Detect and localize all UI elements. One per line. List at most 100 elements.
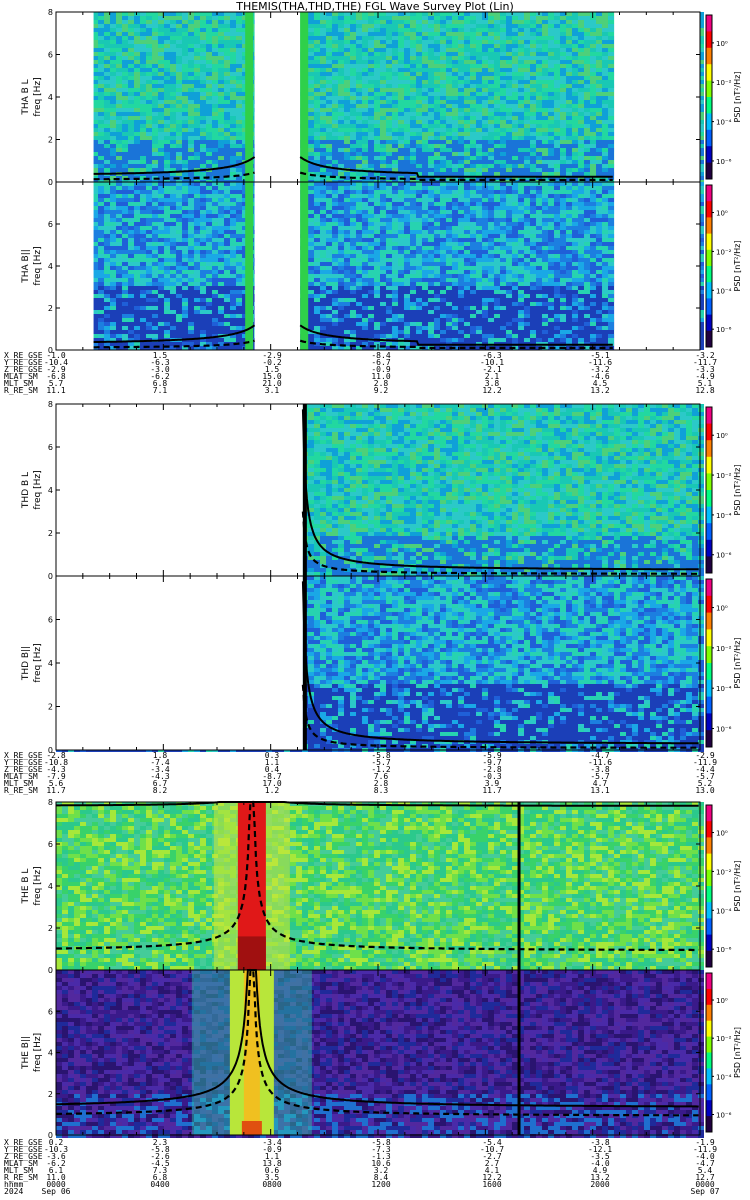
y-tick-label: 6 <box>48 51 53 60</box>
ephemeris-value: -10.1 <box>480 359 504 367</box>
the-ephemeris-table: X_RE_GSE 0.2 2.3 -3.4 -5.8 -5.4 -3.8 -1.9 Y_RE_G… <box>0 1139 750 1196</box>
colorbar-label: PSD [nT²/Hz] <box>733 241 742 292</box>
ephemeris-value: 2.8 <box>374 780 388 788</box>
ephemeris-value: 0000 <box>46 1181 65 1189</box>
ephemeris-value: 7.3 <box>153 1167 167 1175</box>
colorbar-tick-label: 10⁻² <box>716 79 732 87</box>
ephemeris-value: Sep 06 <box>42 1188 71 1196</box>
ephemeris-value: -3.8 <box>590 766 609 774</box>
ephemeris-row: Y_RE_GSE -10.3 -5.8 -0.9 -7.3 -10.7 -12.1 -11.9 <box>0 1146 750 1154</box>
ephemeris-label: X_RE_GSE <box>4 352 43 360</box>
ephemeris-value: 1.2 <box>265 787 279 795</box>
ephemeris-value: -10.8 <box>44 759 68 767</box>
ephemeris-value: -3.4 <box>262 1139 281 1147</box>
y-tick-label: 2 <box>48 136 53 145</box>
ephemeris-row: MLAT_SM -6.8 -6.2 15.0 11.0 2.1 -4.6 -4.9 <box>0 373 750 381</box>
harmonic-curve <box>299 171 613 181</box>
ephemeris-value: 2.1 <box>485 373 499 381</box>
ephemeris-value: -8.4 <box>371 352 390 360</box>
ephemeris-value: -6.7 <box>371 359 390 367</box>
page-title: THEMIS(THA,THD,THE) FGL Wave Survey Plot… <box>0 1 750 13</box>
data-gap <box>56 12 94 182</box>
ephemeris-value: 13.0 <box>695 787 714 795</box>
tha-ephemeris-table: X_RE_GSE -1.0 1.5 -2.9 -8.4 -6.3 -5.1 -3.2 Y_RE_… <box>0 352 750 395</box>
ephemeris-value: -2.6 <box>150 1153 169 1161</box>
ephemeris-row: hhmm 0000 0400 0800 1200 1600 2000 0000 <box>0 1181 750 1189</box>
ephemeris-value: 13.2 <box>590 1174 609 1182</box>
y-axis-label: THD B|| <box>21 646 31 681</box>
data-gap <box>614 12 700 182</box>
ephemeris-value: -6.8 <box>46 373 65 381</box>
ephemeris-value: 6.8 <box>153 1174 167 1182</box>
data-gap <box>254 182 301 350</box>
ephemeris-value: 0000 <box>695 1181 714 1189</box>
harmonic-curve <box>93 339 255 349</box>
ephemeris-value: 13.2 <box>590 387 609 395</box>
y-tick-label: 2 <box>48 1090 53 1099</box>
ephemeris-value: -4.3 <box>46 766 65 774</box>
ephemeris-value: -11.9 <box>693 1146 717 1154</box>
ephemeris-value: 4.9 <box>593 1167 607 1175</box>
colorbar-tick-label: 10⁻² <box>716 248 732 256</box>
ephemeris-row: Z_RE_GSE -4.3 -3.4 0.4 -1.2 -2.8 -3.8 -4.4 <box>0 766 750 774</box>
y-axis-label: freq [Hz] <box>33 643 43 682</box>
colorbar-tick-label: 10⁻² <box>716 645 732 653</box>
ephemeris-row: Z_RE_GSE -3.6 -2.6 1.1 -1.3 -2.7 -3.5 -4.0 <box>0 1153 750 1161</box>
ephemeris-label: hhmm <box>4 1181 23 1189</box>
y-tick-label: 4 <box>48 486 53 495</box>
harmonic-curve <box>301 511 699 575</box>
y-tick-label: 4 <box>48 262 53 271</box>
ephemeris-value: -2.1 <box>482 366 501 374</box>
ephemeris-value: -6.3 <box>482 352 501 360</box>
colorbar: 10⁰ 10⁻² 10⁻⁴ 10⁻⁶ PSD [nT²/Hz] <box>705 406 742 574</box>
ephemeris-label: Z_RE_GSE <box>4 766 43 774</box>
cyclotron-frequency-curve <box>301 581 699 745</box>
data-gap <box>614 182 700 350</box>
y-tick-label: 6 <box>48 616 53 625</box>
y-tick-label: 2 <box>48 529 53 538</box>
y-tick-label: 4 <box>48 93 53 102</box>
colorbar-tick-label: 10⁻² <box>716 472 732 480</box>
ephemeris-value: 7.6 <box>374 773 388 781</box>
ephemeris-value: -2.8 <box>482 766 501 774</box>
ephemeris-value: 3.5 <box>265 1174 279 1182</box>
colorbar-tick-label: 10⁻⁶ <box>716 946 732 954</box>
data-gap <box>56 182 94 350</box>
y-tick-label: 6 <box>48 1007 53 1016</box>
y-axis-label: freq [Hz] <box>33 1033 43 1072</box>
ephemeris-value: -5.7 <box>590 773 609 781</box>
y-tick-label: 2 <box>48 304 53 313</box>
ephemeris-row: MLAT_SM -6.2 -4.5 13.8 10.6 2.7 -4.0 -4.7 <box>0 1160 750 1168</box>
ephemeris-value: 12.2 <box>482 387 501 395</box>
ephemeris-value: -0.2 <box>262 359 281 367</box>
ephemeris-value: 1.5 <box>153 352 167 360</box>
y-tick-label: 0 <box>48 966 53 975</box>
ephemeris-value: 2.8 <box>374 380 388 388</box>
y-tick-label: 6 <box>48 443 53 452</box>
ephemeris-label: Z_RE_GSE <box>4 1153 43 1161</box>
ephemeris-value: 6.8 <box>153 380 167 388</box>
ephemeris-value: -3.5 <box>590 1153 609 1161</box>
edge-band <box>300 12 309 182</box>
ephemeris-value: -4.0 <box>590 1160 609 1168</box>
ephemeris-label: MLAT_SM <box>4 373 38 381</box>
ephemeris-value: -4.4 <box>695 766 714 774</box>
y-tick-label: 2 <box>48 703 53 712</box>
ephemeris-value: -10.4 <box>44 359 68 367</box>
colorbar-label: PSD [nT²/Hz] <box>733 638 742 689</box>
y-tick-label: 2 <box>48 924 53 933</box>
ephemeris-value: -4.5 <box>150 1160 169 1168</box>
ephemeris-value: -5.7 <box>695 773 714 781</box>
ephemeris-value: 8.2 <box>153 787 167 795</box>
ephemeris-value: 11.7 <box>46 787 65 795</box>
ephemeris-label: MLAT_SM <box>4 773 38 781</box>
colorbar-tick-label: 10⁻⁶ <box>716 552 732 560</box>
ephemeris-value: -4.7 <box>695 1160 714 1168</box>
colorbar-tick-label: 10⁻⁴ <box>716 119 732 127</box>
ephemeris-value: 1.5 <box>265 366 279 374</box>
ephemeris-value: 3.1 <box>265 387 279 395</box>
colorbar-label: PSD [nT²/Hz] <box>733 72 742 123</box>
